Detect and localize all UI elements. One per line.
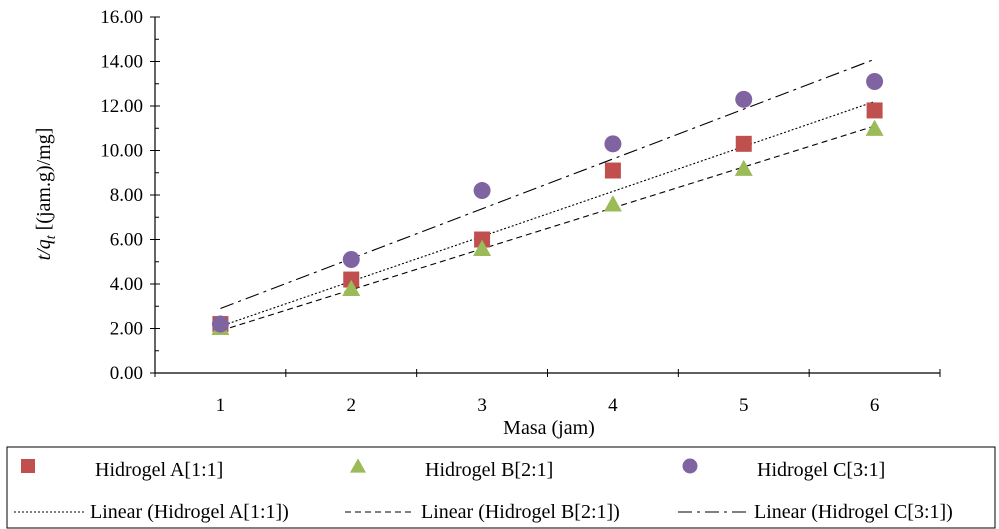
legend-frame [6,446,996,529]
legend-label-c: Hidrogel C[3:1] [757,459,885,481]
x-axis-label: Masa (jam) [503,417,595,439]
y-tick-label: 4.00 [110,274,143,295]
legend-label-b: Hidrogel B[2:1] [425,459,553,481]
data-point-c [604,135,622,153]
legend: Hidrogel A[1:1] Hidrogel B[2:1] Hidrogel C… [6,446,996,529]
trendline-c [220,58,875,309]
y-tick-label: 2.00 [110,319,143,340]
x-tick-label: 1 [216,395,226,416]
y-tick-label: 16.00 [100,7,143,28]
data-point-a [604,162,621,179]
y-axis-label-subscript: t [44,234,59,239]
data-point-c [735,90,753,108]
legend-trend-label-a: Linear (Hidrogel A[1:1]) [90,501,289,523]
y-axis-label: t/qt [(jam.g)/mg] [33,128,59,261]
y-tick-label: 12.00 [100,96,143,117]
y-tick-label: 0.00 [110,363,143,384]
data-point-a [343,271,360,288]
legend-marker-b [350,458,366,473]
y-tick-label: 8.00 [110,185,143,206]
x-tick-label: 2 [347,395,357,416]
legend-trend-label-c: Linear (Hidrogel C[3:1]) [754,501,953,523]
data-point-a [735,135,752,152]
y-tick-label: 14.00 [100,52,143,73]
data-point-c [866,73,884,91]
legend-trend-label-b: Linear (Hidrogel B[2:1]) [421,501,620,523]
data-point-b [865,119,884,136]
x-tick-label: 3 [477,395,487,416]
y-tick-label: 6.00 [110,230,143,251]
data-point-b [342,279,361,297]
y-axis-label-units: [(jam.g)/mg] [33,128,55,236]
data-point-c [473,182,491,200]
legend-marker-c [682,458,698,474]
x-tick-label: 5 [739,395,749,416]
data-point-a [866,102,883,119]
data-point-b [473,239,492,256]
data-points [211,73,884,335]
trendline-a [220,101,875,327]
trendlines [220,58,875,332]
trendline-b [220,125,875,332]
y-axis-label-main: t/q [33,239,55,260]
data-point-c [211,315,229,333]
x-axis: 1 2 3 4 5 6 [154,369,941,416]
legend-label-a: Hidrogel A[1:1] [95,459,223,481]
y-axis: 0.00 2.00 4.00 6.00 8.00 10.00 12.00 14.00 16.00 [100,7,160,384]
data-point-c [342,251,360,269]
data-point-b [603,195,622,212]
legend-marker-a [21,459,35,473]
x-tick-label: 4 [608,395,618,416]
x-tick-label: 6 [870,395,880,416]
data-point-b [734,159,753,176]
y-tick-label: 10.00 [100,141,143,162]
data-point-a [474,231,491,248]
